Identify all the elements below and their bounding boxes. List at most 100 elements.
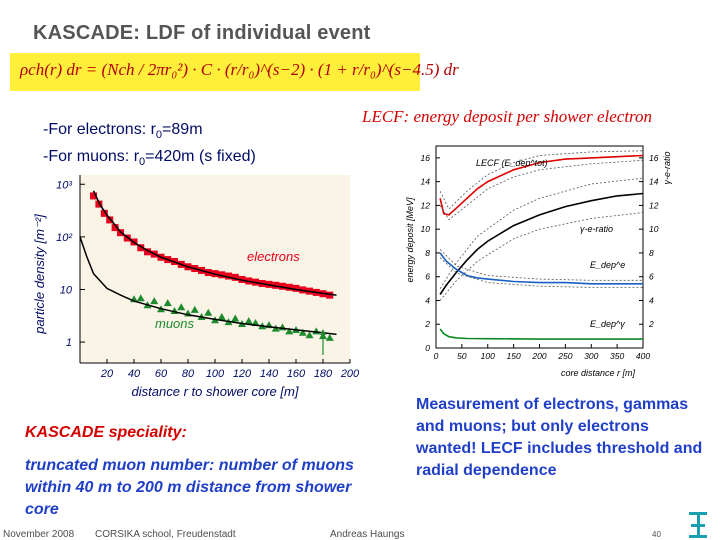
ldf-muon-point: [177, 303, 186, 311]
ldf-muon-point: [217, 312, 226, 320]
ldf-fit-line: [79, 236, 337, 336]
lecf-y-tick-label: 4: [425, 295, 430, 305]
lecf-y-tick-label: 2: [424, 319, 430, 329]
ldf-y-tick-label: 10: [60, 284, 73, 296]
ldf-ylabel: particle density [m⁻²]: [32, 214, 47, 335]
lecf-x-tick-label: 150: [507, 351, 521, 361]
lecf-series-line: [439, 192, 644, 295]
lecf-ylabel: energy deposit [MeV]: [405, 197, 415, 283]
lecf-x-tick-label: 300: [584, 351, 598, 361]
ldf-muon-point: [298, 328, 307, 336]
ldf-muon-point: [190, 305, 199, 313]
lecf-annotation-total: LECF (E_dep^tot): [476, 158, 548, 168]
lecf-series-line: [439, 154, 644, 216]
ldf-chart: 20 40 60 80 100 120 140 160 180 200 10³ 10² 10 1 part…: [20, 172, 360, 402]
lecf-y-tick-label-right: 2: [648, 319, 654, 329]
ldf-electron-point: [231, 273, 239, 281]
ldf-electron-point: [292, 284, 300, 292]
ldf-x-tick-label: 80: [182, 368, 195, 380]
ldf-muon-point: [150, 297, 159, 305]
ldf-x-tick-label: 140: [260, 368, 279, 380]
radius-bullets: -For electrons: r0=89m -For muons: r0=42…: [43, 119, 256, 173]
speciality-text: truncated muon number: number of muons w…: [25, 457, 354, 518]
lecf-annotation-ratio: γ-e-ratio: [580, 224, 613, 234]
ldf-fit-line: [92, 190, 337, 296]
electrons-bullet: -For electrons: r0=89m: [43, 121, 203, 142]
ldf-x-tick-label: 200: [340, 368, 360, 380]
lecf-y-tick-label-right: 8: [649, 248, 654, 258]
footer-event: CORSIKA school, Freudenstadt: [95, 529, 236, 540]
ldf-y-tick-label: 10²: [56, 232, 72, 244]
ldf-electron-point: [111, 224, 119, 232]
lecf-error-band-line: [439, 150, 644, 210]
lecf-xlabel: core distance r [m]: [561, 368, 636, 378]
ldf-x-tick-label: 20: [100, 368, 114, 380]
lecf-error-band-line: [439, 257, 643, 288]
ldf-x-tick-label: 180: [314, 368, 333, 380]
lecf-series-line: [439, 252, 643, 285]
ldf-muon-point: [163, 299, 172, 307]
ldf-muon-point: [305, 331, 314, 339]
ldf-electron-point: [137, 244, 145, 252]
lecf-x-tick-label: 50: [457, 351, 467, 361]
lecf-chart: 0 50 100 150 200 250 300 350 400 0 2 4 6 8 10 12 14 16 2 4 6…: [398, 140, 710, 382]
ldf-x-tick-label: 160: [287, 368, 306, 380]
measurement-text: Measurement of electrons, gammas and muo…: [416, 396, 703, 479]
lecf-error-band-line: [439, 249, 643, 281]
formula-highlight: [10, 53, 420, 91]
ldf-y-tick-label: 10³: [56, 179, 72, 191]
institute-logo-icon: [689, 512, 707, 538]
lecf-y-tick-label-right: 12: [649, 200, 659, 210]
ldf-electron-point: [218, 271, 226, 279]
lecf-y-tick-label: 10: [421, 224, 431, 234]
lecf-y-tick-label-right: 6: [649, 272, 654, 282]
ldf-electron-point: [326, 291, 334, 299]
lecf-error-band-line: [439, 159, 644, 221]
ldf-muon-point: [244, 317, 253, 325]
ldf-electron-point: [95, 200, 103, 208]
ldf-electron-point: [225, 272, 232, 280]
lecf-y-tick-label: 8: [425, 248, 430, 258]
lecf-x-tick-label: 0: [434, 351, 439, 361]
ldf-arrowhead-icon: [320, 329, 326, 335]
ldf-xlabel: distance r to shower core [m]: [132, 384, 299, 399]
ldf-muon-point: [136, 294, 145, 302]
ldf-electron-point: [106, 216, 114, 224]
ldf-y-tick-label: 1: [66, 337, 72, 349]
ldf-electron-point: [279, 282, 286, 290]
ldf-plot-area: [80, 175, 350, 363]
lecf-y-tick-label-right: 16: [649, 153, 659, 163]
lecf-y-tick-label-right: 10: [649, 224, 659, 234]
lecf-x-tick-label: 200: [531, 351, 546, 361]
ldf-electron-point: [100, 209, 108, 217]
slide-title: KASCADE: LDF of individual event: [33, 22, 371, 44]
lecf-annotation-electron: E_dep^e: [590, 260, 625, 270]
lecf-series-line: [439, 328, 643, 340]
lecf-y-tick-label: 12: [421, 200, 431, 210]
ldf-x-tick-label: 60: [155, 368, 168, 380]
ldf-x-tick-label: 120: [233, 368, 252, 380]
ldf-muon-point: [325, 333, 334, 341]
ldf-x-tick-label: 40: [128, 368, 141, 380]
lecf-title: LECF: energy deposit per shower electron: [362, 107, 653, 126]
lecf-y-tick-label-right: 4: [649, 295, 654, 305]
ldf-electron-point: [144, 248, 151, 256]
lecf-error-band-line: [439, 177, 644, 289]
footer-author: Andreas Haungs: [330, 529, 405, 540]
lecf-y-tick-label: 0: [425, 343, 430, 353]
ldf-formula: ρch(r) dr = (Nch / 2πr₀²) · C · (r/r₀)^(…: [20, 60, 459, 79]
lecf-error-band-line: [439, 212, 644, 301]
ldf-annotation-electrons: electrons: [247, 249, 300, 264]
lecf-ylabel-right: γ-e-ratio: [662, 151, 672, 184]
lecf-y-tick-label: 16: [421, 153, 431, 163]
lecf-y-tick-label: 14: [421, 177, 431, 187]
lecf-x-tick-label: 350: [610, 351, 624, 361]
lecf-y-tick-label: 6: [425, 272, 430, 282]
ldf-muon-point: [231, 314, 240, 322]
ldf-x-tick-label: 100: [206, 368, 225, 380]
lecf-y-tick-label-right: 14: [649, 177, 659, 187]
lecf-x-tick-label: 100: [481, 351, 495, 361]
ldf-annotation-muons: muons: [155, 316, 195, 331]
ldf-muon-point: [285, 327, 294, 335]
muons-bullet: -For muons: r0=420m (s fixed): [43, 148, 256, 169]
